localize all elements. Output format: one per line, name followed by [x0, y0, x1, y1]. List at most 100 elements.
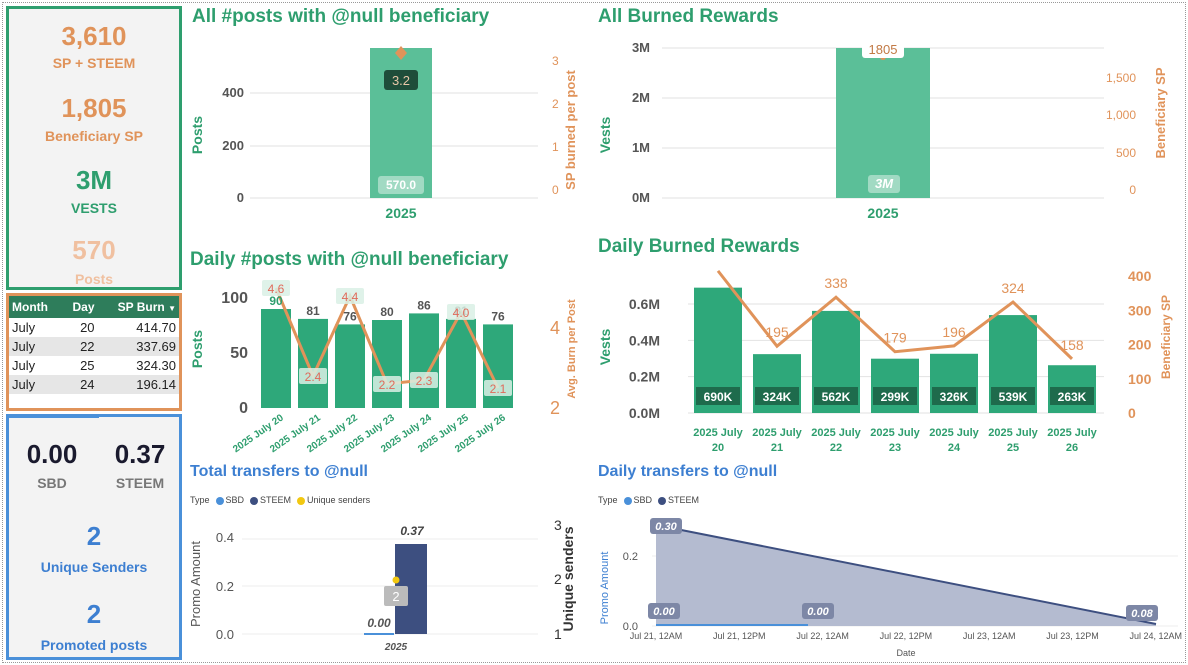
bar-posts-day[interactable]: [372, 320, 402, 408]
y2-tick: 3: [554, 517, 562, 533]
legend-item-sbd[interactable]: SBD: [215, 495, 245, 505]
data-label-bg: [650, 518, 682, 534]
legend-item-steem[interactable]: STEEM: [658, 495, 699, 505]
legend-item-sbd[interactable]: SBD: [623, 495, 652, 505]
bar-posts-day[interactable]: [261, 309, 291, 408]
cell-day: 22: [62, 337, 98, 356]
data-label-bg: [1126, 605, 1158, 621]
unique-senders-value: 2: [86, 521, 102, 551]
daily-burned-chart[interactable]: Vests Beneficiary SP 0.0M 0.2M 0.4M 0.6M 0 10…: [592, 262, 1186, 458]
bar-label-bg: [814, 387, 858, 405]
y-tick: 0.2M: [629, 369, 660, 385]
x-axis-label: Date: [896, 648, 915, 658]
bar-vests[interactable]: [836, 48, 930, 198]
posts-label: Posts: [74, 271, 114, 287]
senders-label-bg: [384, 586, 408, 606]
cell-day: 24: [62, 375, 98, 394]
y2-axis-label: Unique senders: [560, 526, 576, 631]
y-axis-label: Vests: [597, 116, 613, 153]
chart-title-daily-transfers: Daily transfers to @null: [598, 463, 778, 480]
sp-burn-table[interactable]: Month Day SP Burn ▼ July 20 414.70 July 22 3…: [6, 293, 182, 411]
bar-data-label-bg: [378, 176, 424, 194]
total-transfers-chart[interactable]: Promo Amount Unique senders 0.0 0.2 0.4 …: [186, 512, 588, 658]
table-header-day[interactable]: Day: [62, 296, 98, 318]
kpi-summary-panel[interactable]: 3,610 SP + STEEM 1,805 Beneficiary SP 3M…: [6, 6, 182, 290]
x-tick: 25: [1007, 442, 1019, 454]
x-tick: 2025 July: [988, 427, 1038, 439]
senders-point[interactable]: [392, 576, 400, 584]
legend-item-unique-senders[interactable]: Unique senders: [297, 495, 370, 505]
legend-label: Unique senders: [307, 495, 371, 505]
bar-posts-day[interactable]: [335, 324, 365, 408]
x-tick: 20: [712, 442, 724, 454]
y2-tick: 500: [1116, 146, 1136, 160]
line-data-label: 2.3: [416, 374, 433, 388]
cell-month: July: [9, 337, 63, 356]
bar-sbd[interactable]: [364, 633, 394, 635]
line-data-label: 2.4: [305, 370, 322, 384]
all-posts-chart[interactable]: Posts SP burned per post 0 200 400 0 1 2…: [188, 30, 580, 230]
sp-steem-value: 3,610: [61, 21, 127, 51]
posts-value: 570: [72, 235, 116, 265]
beneficiary-sp-line[interactable]: [716, 269, 1074, 360]
line-data-label: 1805: [869, 42, 898, 57]
beneficiary-sp-value: 1,805: [61, 93, 127, 123]
y-axis-label: Vests: [597, 328, 613, 365]
daily-transfers-legend: Type SBD STEEM: [598, 495, 699, 505]
promoted-posts-value: 2: [86, 599, 102, 629]
legend-dot-sbd: [623, 496, 632, 505]
y-tick: 0: [237, 190, 244, 205]
line-label-bg: [262, 280, 290, 296]
y-tick: 0.0: [216, 627, 234, 642]
steem-value: 0.37: [114, 439, 166, 469]
legend-label: SBD: [225, 495, 245, 505]
sort-desc-icon[interactable]: ▼: [168, 304, 176, 313]
legend-item-steem[interactable]: STEEM: [250, 495, 291, 505]
cell-burn: 414.70: [136, 320, 176, 335]
x-tick: 21: [771, 442, 783, 454]
bar-data-label: 76: [343, 309, 357, 323]
y2-tick: 300: [1128, 302, 1152, 318]
transfers-kpi-panel[interactable]: 0.00 SBD 0.37 STEEM 2 Unique Senders 2 P…: [6, 414, 182, 660]
bar-label-bg: [696, 387, 740, 405]
steem-line[interactable]: [655, 524, 1157, 625]
table-row[interactable]: July 22 337.69: [9, 337, 179, 356]
total-transfers-legend: Type SBD STEEM Unique senders: [190, 495, 370, 505]
daily-posts-chart[interactable]: Posts Avg. Burn per Post 100 50 0 4 2 90…: [188, 274, 588, 460]
y-axis-label: Promo Amount: [599, 552, 611, 625]
y2-tick: 3: [552, 54, 559, 68]
line-data-label: 179: [883, 330, 907, 346]
line-data-label: 3.2: [392, 73, 410, 88]
y-tick: 400: [222, 85, 244, 100]
data-label: 0.00: [653, 606, 675, 618]
daily-transfers-chart[interactable]: Promo Amount 0.0 0.2 0.30 0.00 0.00 0.08…: [594, 512, 1184, 660]
data-label: 0.00: [807, 606, 829, 618]
table-header-month[interactable]: Month: [9, 296, 63, 318]
data-label-bg: [802, 603, 834, 619]
table-row[interactable]: July 20 414.70: [9, 318, 179, 337]
legend-title: Type: [598, 495, 618, 505]
y2-tick: 2: [552, 97, 559, 111]
bar-data-label: 80: [380, 305, 394, 319]
x-tick: 2025: [385, 205, 416, 221]
line-label-bg: [484, 380, 512, 396]
y-tick: 0.2: [216, 579, 234, 594]
table-row[interactable]: July 24 196.14: [9, 375, 179, 394]
bar-label-bg: [1050, 387, 1094, 405]
table-row[interactable]: July 25 324.30: [9, 356, 179, 375]
table-header-sp-burn[interactable]: SP Burn ▼: [97, 296, 179, 318]
line-data-label: 4.0: [453, 306, 470, 320]
all-burned-chart[interactable]: Vests Beneficiary SP 0M 1M 2M 3M 0 500 1…: [592, 30, 1182, 230]
legend-dot-sbd: [215, 496, 224, 505]
bar-data-label: 324K: [763, 390, 792, 404]
y2-tick: 1: [554, 626, 562, 642]
bar-data-label: 570.0: [386, 178, 416, 192]
y-tick: 100: [221, 290, 248, 307]
line-data-label: 195: [765, 324, 789, 340]
x-tick: Jul 23, 12PM: [1046, 631, 1099, 641]
bar-data-label: 263K: [1058, 390, 1087, 404]
legend-dot-steem: [658, 496, 667, 505]
vests-value: 3M: [75, 165, 113, 195]
line-point[interactable]: [395, 46, 407, 60]
bar-posts-day[interactable]: [298, 318, 328, 408]
